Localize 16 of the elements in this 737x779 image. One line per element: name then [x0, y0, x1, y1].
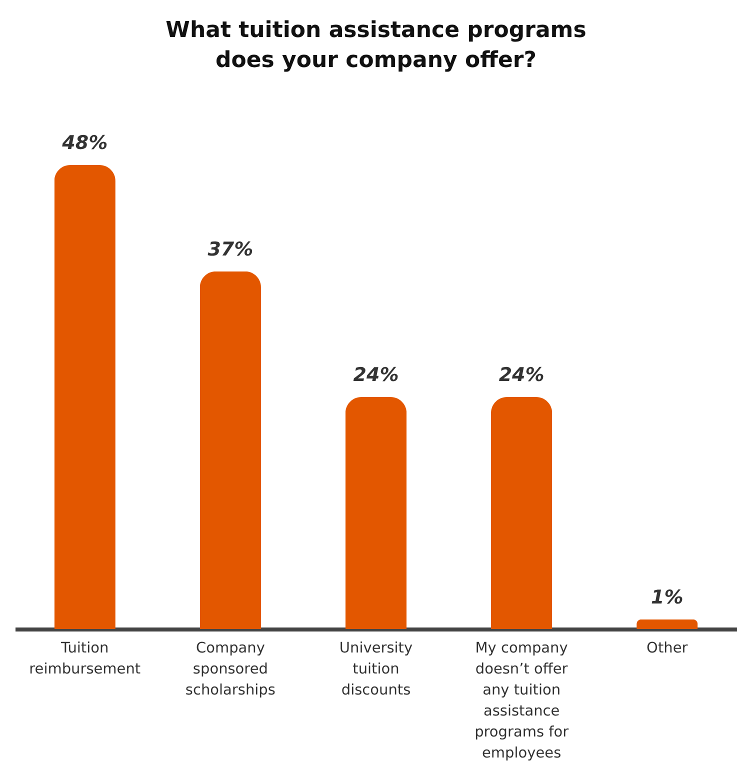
bar [490, 397, 552, 629]
data-label: 24% [498, 364, 544, 386]
chart-title: What tuition assistance programs does your company offer? [166, 18, 586, 73]
x-tick-label: Tuition reimbursement [29, 640, 141, 678]
x-tick-label: Company sponsored scholarships [185, 640, 276, 698]
bar [54, 165, 116, 629]
data-label: 48% [61, 132, 108, 154]
x-tick-label: University tuition discounts [339, 640, 413, 698]
x-tick-label: My company doesn’t offer any tuition assistance programs for employees [474, 640, 569, 762]
x-tick-label: Other [646, 640, 688, 656]
bar [636, 619, 698, 629]
data-label: 24% [353, 364, 399, 386]
data-label: 1% [650, 586, 684, 608]
bar [200, 271, 262, 629]
data-label: 37% [208, 238, 254, 260]
bar [345, 397, 407, 629]
